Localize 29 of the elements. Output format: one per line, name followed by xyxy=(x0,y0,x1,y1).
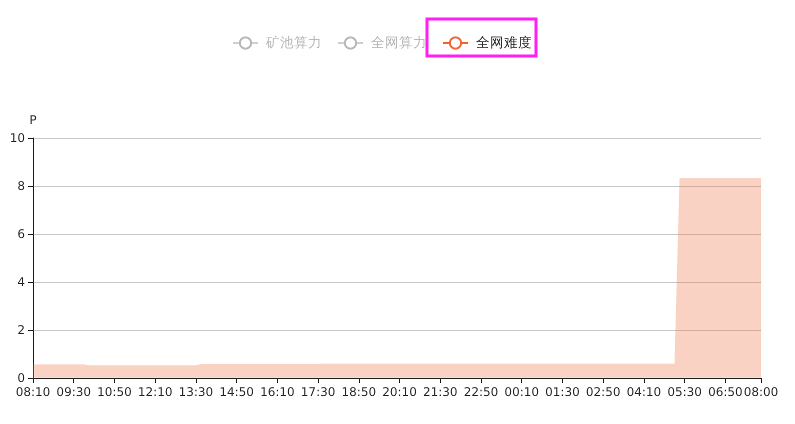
x-tick-label: 06:50 xyxy=(708,385,743,399)
x-tick-label: 16:10 xyxy=(260,385,295,399)
x-tick-label: 21:30 xyxy=(422,385,458,399)
y-tick-label: 0 xyxy=(17,371,25,385)
x-tick-label: 08:00 xyxy=(744,385,778,399)
legend-label: 矿池算力 xyxy=(265,35,322,51)
x-tick-label: 02:50 xyxy=(586,385,620,399)
x-tick-label: 20:10 xyxy=(382,385,417,399)
x-tick-label: 00:10 xyxy=(504,385,540,399)
x-tick-label: 14:50 xyxy=(219,385,254,399)
y-tick-label: 8 xyxy=(17,179,25,193)
x-tick-label: 09:30 xyxy=(56,385,92,399)
x-tick-label: 22:50 xyxy=(464,385,498,399)
y-tick-label: 4 xyxy=(17,275,25,289)
y-axis-title: P xyxy=(29,113,37,127)
y-tick-label: 2 xyxy=(17,323,25,337)
x-tick-label: 17:30 xyxy=(300,385,336,399)
y-tick-label: 6 xyxy=(17,227,25,241)
x-tick-label: 05:30 xyxy=(667,385,702,399)
x-tick-label: 01:30 xyxy=(545,385,580,399)
x-tick-label: 13:30 xyxy=(178,385,214,399)
x-tick-label: 08:10 xyxy=(16,385,50,399)
x-tick-label: 18:50 xyxy=(342,385,376,399)
legend-label: 全网难度 xyxy=(476,35,532,51)
x-tick-label: 10:50 xyxy=(97,385,132,399)
x-tick-label: 12:10 xyxy=(138,385,172,399)
x-tick-label: 04:10 xyxy=(626,385,662,399)
legend-label: 全网算力 xyxy=(371,35,427,51)
y-tick-label: 10 xyxy=(10,131,25,145)
